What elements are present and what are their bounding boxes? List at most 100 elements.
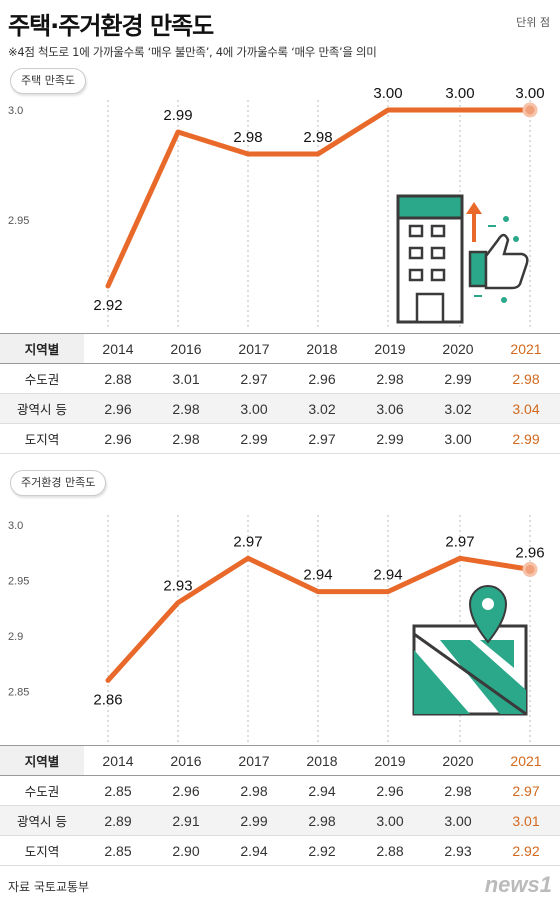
year-header: 2014	[84, 333, 152, 364]
y-tick-label: 2.85	[8, 687, 29, 699]
data-label: 2.97	[233, 533, 262, 550]
table-cell: 2.96	[152, 775, 220, 806]
map-area-icon	[414, 650, 470, 714]
table-cell: 3.06	[356, 393, 424, 424]
table-row: 수도권 2.85 2.96 2.98 2.94 2.96 2.98 2.97	[0, 775, 560, 806]
map-pin-dot-icon	[482, 598, 494, 610]
table-cell: 2.97	[288, 423, 356, 454]
table-cell: 3.00	[220, 393, 288, 424]
table-cell: 2.98	[424, 775, 492, 806]
table-cell: 2.96	[84, 393, 152, 424]
table-row: 광역시 등 2.89 2.91 2.99 2.98 3.00 3.00 3.01	[0, 805, 560, 836]
year-header: 2016	[152, 333, 220, 364]
table-row: 도지역 2.85 2.90 2.94 2.92 2.88 2.93 2.92	[0, 835, 560, 866]
table-cell: 3.02	[288, 393, 356, 424]
table-cell: 2.85	[84, 835, 152, 866]
window-icon	[408, 268, 424, 282]
table-cell: 2.85	[84, 775, 152, 806]
arrow-head-icon	[466, 202, 482, 214]
end-point-marker	[522, 561, 538, 577]
table-cell: 3.00	[424, 805, 492, 836]
data-label: 2.98	[303, 129, 332, 146]
unit-label: 단위 점	[516, 16, 550, 29]
window-icon	[430, 224, 446, 238]
series-line	[105, 555, 533, 683]
table-header-row: 지역별 2014 2016 2017 2018 2019 2020 2021	[0, 745, 560, 776]
year-header: 2019	[356, 333, 424, 364]
table-cell: 3.01	[492, 805, 560, 836]
y-tick-label: 2.95	[8, 215, 29, 227]
year-header: 2018	[288, 333, 356, 364]
year-header: 2021	[492, 333, 560, 364]
y-tick-label: 2.9	[8, 631, 23, 643]
row-label: 도지역	[0, 835, 84, 866]
table-cell: 2.94	[220, 835, 288, 866]
series-line	[105, 107, 533, 289]
table-cell: 2.97	[492, 775, 560, 806]
data-label: 2.98	[233, 129, 262, 146]
row-label: 수도권	[0, 363, 84, 394]
end-point-marker	[522, 102, 538, 118]
region-header: 지역별	[0, 745, 84, 776]
y-tick-label: 3.0	[8, 105, 23, 117]
housing-satisfaction-chart: 3.0 2.95 2.92 2.99 2.98 2.98 3.00 3.00 3.00	[8, 85, 545, 330]
table-cell: 2.99	[492, 423, 560, 454]
region-header: 지역별	[0, 333, 84, 364]
table-cell: 2.94	[288, 775, 356, 806]
sparkle-icon	[513, 236, 519, 242]
table-cell: 3.00	[356, 805, 424, 836]
environment-region-table: 지역별 2014 2016 2017 2018 2019 2020 2021 수…	[0, 745, 560, 866]
table-cell: 2.99	[220, 423, 288, 454]
window-icon	[430, 268, 446, 282]
table-cell: 3.02	[424, 393, 492, 424]
source-label: 자료 국토교통부	[8, 880, 90, 894]
news1-logo: news1	[484, 872, 552, 897]
table-header-row: 지역별 2014 2016 2017 2018 2019 2020 2021	[0, 333, 560, 364]
table-cell: 2.99	[220, 805, 288, 836]
year-header: 2020	[424, 333, 492, 364]
data-label: 3.00	[515, 85, 544, 102]
map-diagonal-icon	[413, 632, 527, 716]
data-label: 2.86	[93, 691, 122, 708]
door-icon	[415, 292, 445, 324]
year-header: 2014	[84, 745, 152, 776]
table-cell: 2.96	[288, 363, 356, 394]
data-label: 2.93	[163, 578, 192, 595]
table-row: 광역시 등 2.96 2.98 3.00 3.02 3.06 3.02 3.04	[0, 393, 560, 424]
table-cell: 2.97	[220, 363, 288, 394]
table-cell: 2.98	[220, 775, 288, 806]
sparkle-icon	[501, 297, 507, 303]
table-cell: 2.96	[84, 423, 152, 454]
table-cell: 2.92	[492, 835, 560, 866]
table-cell: 3.00	[424, 423, 492, 454]
row-label: 광역시 등	[0, 393, 84, 424]
year-header: 2017	[220, 333, 288, 364]
residential-environment-chart: 3.0 2.95 2.9 2.85 2.86 2.93 2.97 2.94 2.94 2.97 2.…	[8, 515, 545, 744]
building-roof-icon	[396, 194, 464, 220]
table-cell: 2.98	[356, 363, 424, 394]
scale-note: ※4점 척도로 1에 가까울수록 ‘매우 불만족’, 4에 가까울수록 ‘매우 …	[8, 45, 377, 59]
map-pin-icon	[468, 585, 508, 644]
table-row: 도지역 2.96 2.98 2.99 2.97 2.99 3.00 2.99	[0, 423, 560, 454]
table-cell: 2.93	[424, 835, 492, 866]
table-cell: 2.89	[84, 805, 152, 836]
data-label: 2.92	[93, 297, 122, 314]
housing-region-table: 지역별 2014 2016 2017 2018 2019 2020 2021 수…	[0, 333, 560, 454]
window-icon	[408, 246, 424, 260]
year-header: 2016	[152, 745, 220, 776]
window-icon	[408, 224, 424, 238]
table-cell: 2.98	[152, 393, 220, 424]
table-cell: 2.91	[152, 805, 220, 836]
year-header: 2019	[356, 745, 424, 776]
chart1-title-pill: 주택 만족도	[10, 68, 87, 94]
data-label: 2.97	[445, 533, 474, 550]
data-label: 2.94	[303, 567, 332, 584]
y-tick-label: 2.95	[8, 576, 29, 588]
year-header: 2017	[220, 745, 288, 776]
data-label: 2.96	[515, 544, 544, 561]
year-header: 2020	[424, 745, 492, 776]
map-road-icon	[440, 640, 526, 714]
y-tick-label: 3.0	[8, 520, 23, 532]
window-icon	[430, 246, 446, 260]
table-cell: 3.01	[152, 363, 220, 394]
